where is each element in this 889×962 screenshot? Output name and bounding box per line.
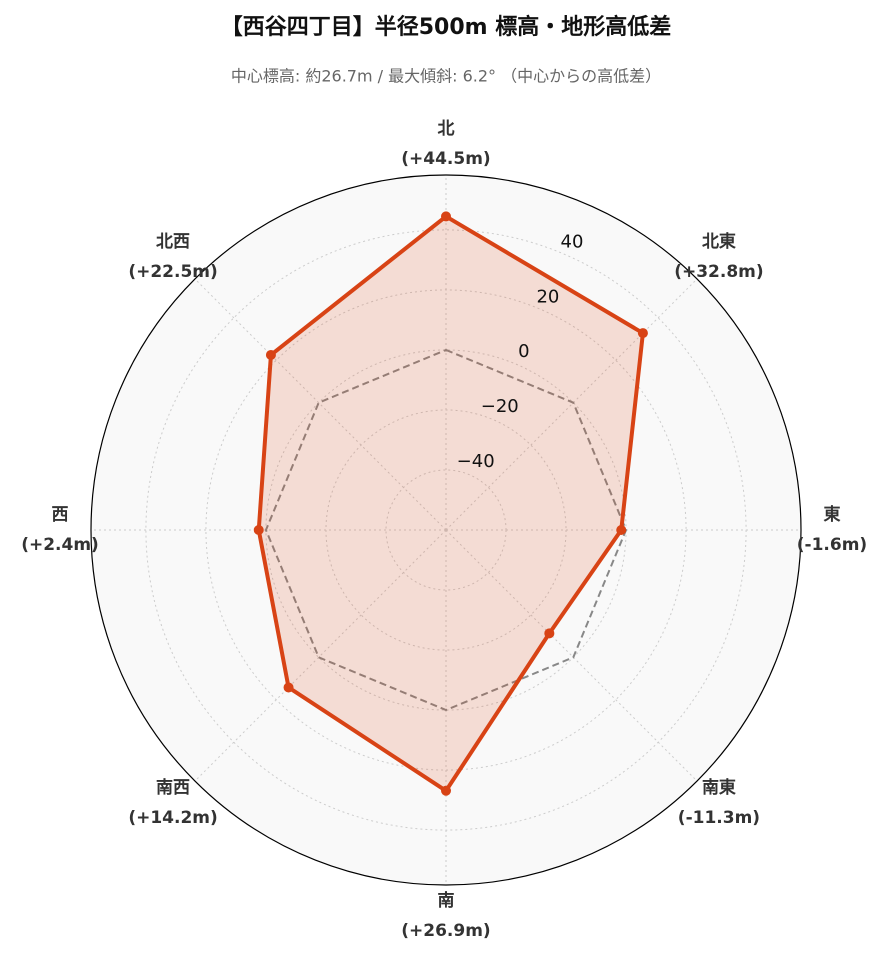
value-label: (+26.9m) — [401, 921, 490, 941]
value-label: (+2.4m) — [21, 535, 99, 555]
data-point — [441, 785, 451, 796]
data-point — [637, 328, 648, 339]
category-label: 南西 — [156, 777, 190, 798]
plot-border — [90, 174, 802, 886]
y-tick-label: −40 — [457, 451, 495, 472]
y-tick-label: −20 — [481, 396, 519, 417]
chart-subtitle: 中心標高: 約26.7m / 最大傾斜: 6.2° （中心からの高低差） — [231, 67, 661, 86]
grid-spoke — [194, 278, 447, 531]
data-point — [616, 525, 627, 535]
baseline — [264, 348, 628, 712]
category-label: 北西 — [156, 232, 190, 252]
data-point — [265, 349, 276, 360]
value-label: (-11.3m) — [678, 808, 760, 828]
data-point — [441, 211, 451, 222]
value-label: (+32.8m) — [674, 262, 763, 282]
grid-spoke — [445, 529, 698, 782]
category-label: 南東 — [702, 777, 736, 798]
value-label: (+22.5m) — [128, 262, 217, 282]
category-label: 北東 — [702, 231, 736, 252]
category-label: 西 — [52, 505, 69, 525]
y-tick-label: 40 — [561, 231, 584, 252]
category-label: 東 — [824, 504, 841, 525]
y-tick-label: 20 — [536, 286, 559, 307]
data-point — [283, 682, 294, 693]
grid-spoke — [445, 278, 698, 531]
data-point — [544, 628, 555, 639]
grid-spoke — [194, 529, 447, 782]
value-label: (+14.2m) — [128, 808, 217, 828]
chart-title: 【西谷四丁目】半径500m 標高・地形高低差 — [221, 14, 672, 40]
category-label: 南 — [438, 890, 455, 911]
y-tick-label: 0 — [518, 341, 529, 362]
data-area — [258, 216, 643, 791]
data-point — [253, 525, 264, 535]
value-label: (-1.6m) — [797, 535, 867, 555]
category-label: 北 — [438, 119, 455, 139]
value-label: (+44.5m) — [401, 149, 490, 169]
